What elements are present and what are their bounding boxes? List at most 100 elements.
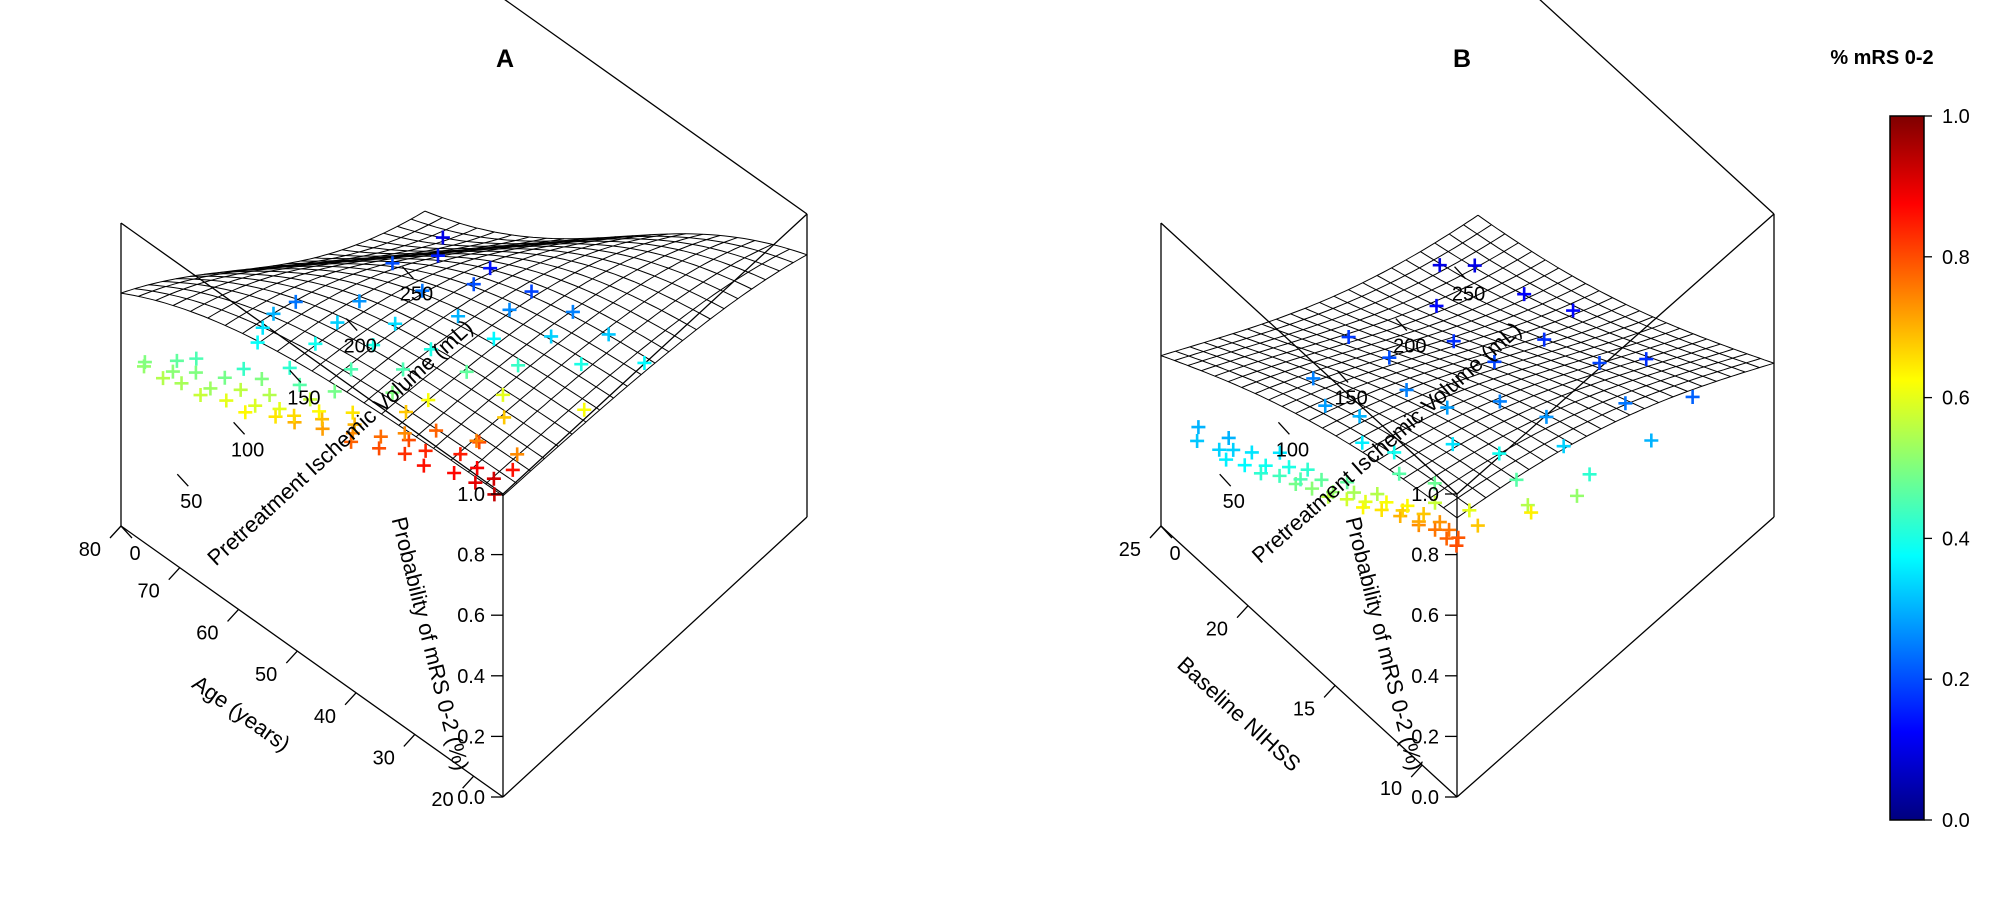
a-mesh-line-44	[411, 218, 794, 264]
a-data-point-75	[601, 327, 616, 342]
b-data-point-67	[1592, 356, 1607, 371]
colorbar-tick-label-4: 0.8	[1942, 247, 1970, 269]
b-y-tick-label-3: 150	[1334, 387, 1367, 409]
b-data-point-5	[1432, 515, 1447, 530]
b-x-tick-label-3: 25	[1119, 539, 1141, 561]
b-data-point-31	[1272, 445, 1287, 460]
a-data-point-80	[495, 387, 510, 402]
a-edge-top-right	[502, 213, 808, 495]
a-data-point-62	[352, 294, 367, 309]
a-mesh-line-43	[397, 225, 780, 272]
a-edge-top-left	[120, 222, 504, 495]
a-data-point-73	[430, 248, 445, 263]
a-data-point-40	[156, 371, 171, 386]
b-data-point-8	[1416, 506, 1431, 521]
a-data-point-85	[469, 433, 484, 448]
b-data-point-29	[1253, 466, 1268, 481]
a-data-point-77	[524, 284, 539, 299]
a-mesh-line-42	[383, 232, 766, 281]
a-mesh-line-22	[120, 210, 426, 294]
b-data-point-57	[1341, 330, 1356, 345]
a-data-point-39	[188, 365, 203, 380]
b-y-tick-label-0: 0	[1169, 543, 1180, 565]
a-data-point-48	[282, 360, 297, 375]
panel-title-b: B	[1453, 45, 1471, 73]
a-data-point-64	[511, 358, 526, 373]
a-mesh-line-26	[162, 281, 545, 460]
a-y-tick-5	[402, 266, 414, 280]
b-data-point-37	[1221, 430, 1236, 445]
b-mesh-line-30	[1261, 323, 1559, 453]
b-mesh-line-45	[1477, 214, 1775, 364]
b-data-point-39	[1191, 420, 1206, 435]
b-data-point-27	[1272, 468, 1287, 483]
a-data-point-71	[502, 302, 517, 317]
b-edge-top-left	[1160, 222, 1458, 495]
a-data-point-59	[459, 364, 474, 379]
b-data-point-76	[1524, 505, 1539, 520]
b-mesh-line-43	[1448, 233, 1746, 373]
a-data-point-53	[308, 336, 323, 351]
a-mesh-line-45	[424, 210, 808, 256]
b-data-point-61	[1492, 394, 1507, 409]
b-mesh-line-35	[1333, 295, 1631, 416]
b-data-point-15	[1358, 494, 1373, 509]
b-data-point-2	[1439, 531, 1454, 546]
a-data-point-1	[486, 471, 501, 486]
a-z-tick-label-5: 1.0	[457, 484, 485, 506]
b-data-point-7	[1411, 514, 1426, 529]
colorbar-title: % mRS 0-2	[1830, 47, 1933, 69]
b-mesh-line-26	[1204, 342, 1501, 489]
a-data-point-9	[472, 435, 487, 450]
a-z-tick-label-3: 0.6	[457, 605, 485, 627]
b-data-point-0	[1449, 538, 1464, 553]
a-x-tick-1	[403, 734, 416, 747]
b-z-tick-label-4: 0.8	[1411, 545, 1439, 567]
b-data-point-12	[1374, 502, 1389, 517]
b-y-tick-4	[1395, 318, 1408, 332]
a-x-tick-2	[344, 692, 357, 706]
b-data-point-68	[1537, 332, 1552, 347]
b-data-point-35	[1226, 442, 1241, 457]
colorbar-ticks: 0.0 0.2 0.4 0.6 0.8 1.0	[1924, 106, 1970, 832]
a-data-point-69	[574, 357, 589, 372]
a-x-tick-0	[462, 775, 475, 789]
a-data-point-18	[399, 404, 414, 419]
b-mesh-line-28	[1232, 333, 1530, 470]
a-edge-floor-back	[502, 516, 808, 798]
a-y-tick-1	[176, 473, 189, 487]
b-data-point-60	[1539, 409, 1554, 424]
a-y-tick-label-1: 50	[180, 491, 202, 513]
a-mesh-line-34	[272, 260, 656, 364]
a-data-point-24	[287, 408, 302, 423]
a-x-tick-label-0: 20	[431, 789, 453, 811]
b-data-point-58	[1582, 467, 1597, 482]
a-y-tick-4	[345, 318, 358, 332]
b-data-point-64	[1429, 298, 1444, 313]
a-data-point-67	[415, 283, 430, 298]
a-data-point-13	[372, 441, 387, 456]
colorbar-tick-label-5: 1.0	[1942, 106, 1970, 128]
b-mesh-line-40	[1405, 259, 1703, 387]
a-data-point-50	[327, 384, 342, 399]
a-z-tick-label-2: 0.4	[457, 666, 485, 688]
b-x-tick-3	[1149, 525, 1162, 539]
a-data-point-57	[330, 315, 345, 330]
a-mesh-line-39	[342, 248, 725, 310]
b-data-point-32	[1237, 458, 1252, 473]
a-data-point-5	[447, 466, 462, 481]
b-y-tick-1	[1219, 473, 1232, 487]
b-data-point-48	[1318, 398, 1333, 413]
a-data-point-51	[385, 385, 400, 400]
b-data-point-50	[1520, 498, 1535, 513]
a-data-point-79	[435, 230, 450, 245]
b-data-point-20	[1326, 485, 1341, 500]
a-y-tick-3	[289, 370, 302, 383]
b-mesh-line-32	[1290, 313, 1587, 437]
a-y-tick-label-3: 150	[287, 387, 320, 409]
b-mesh-line-39	[1391, 267, 1688, 392]
a-data-point-63	[288, 294, 303, 309]
